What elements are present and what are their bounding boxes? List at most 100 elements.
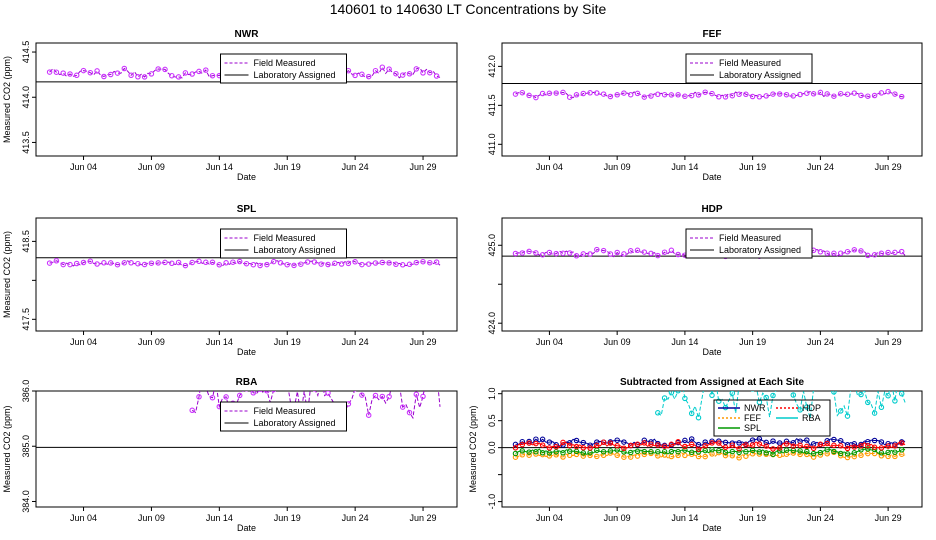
data-point bbox=[580, 450, 587, 456]
data-point bbox=[264, 261, 270, 268]
data-point bbox=[797, 448, 803, 454]
data-point bbox=[379, 64, 386, 70]
legend: Field Measured Laboratory Assigned bbox=[685, 53, 813, 84]
data-point bbox=[688, 436, 695, 442]
x-tick-label: Jun 04 bbox=[536, 337, 563, 347]
data-point bbox=[560, 89, 566, 96]
data-point bbox=[420, 258, 426, 265]
x-axis-label: Date bbox=[237, 172, 256, 182]
data-point bbox=[655, 410, 661, 416]
data-point bbox=[94, 261, 100, 267]
data-point bbox=[770, 446, 776, 452]
data-point bbox=[587, 90, 593, 96]
data-point bbox=[655, 252, 661, 259]
data-point bbox=[831, 391, 837, 395]
data-point bbox=[519, 250, 526, 256]
y-tick-label: 0.5 bbox=[487, 414, 497, 427]
x-tick-label: Jun 14 bbox=[206, 162, 233, 172]
x-tick-label: Jun 19 bbox=[739, 337, 766, 347]
data-point bbox=[600, 452, 607, 459]
data-point bbox=[661, 452, 668, 458]
x-tick-label: Jun 24 bbox=[807, 513, 834, 523]
x-tick-label: Jun 09 bbox=[138, 337, 165, 347]
data-point bbox=[560, 250, 566, 257]
data-point bbox=[141, 261, 148, 268]
data-point bbox=[420, 393, 426, 400]
x-axis-label: Date bbox=[702, 172, 721, 182]
data-point bbox=[885, 249, 891, 256]
data-point bbox=[393, 261, 399, 268]
data-point bbox=[824, 250, 830, 256]
data-point bbox=[553, 250, 559, 257]
data-point bbox=[770, 91, 776, 97]
data-point bbox=[203, 67, 209, 73]
data-point bbox=[413, 391, 420, 398]
data-point bbox=[386, 260, 392, 266]
data-point bbox=[804, 448, 810, 455]
data-point bbox=[587, 445, 593, 451]
data-point bbox=[885, 443, 891, 449]
data-point bbox=[539, 442, 546, 448]
data-point bbox=[675, 448, 681, 455]
data-point bbox=[46, 260, 53, 266]
data-point bbox=[736, 440, 742, 446]
legend-field-label: Field Measured bbox=[719, 58, 781, 68]
data-point bbox=[621, 90, 627, 96]
data-point bbox=[135, 260, 141, 267]
data-point bbox=[756, 441, 763, 447]
data-point bbox=[101, 73, 107, 80]
panel-fef: FEF Jun 04 Jun 09 Jun 14 Jun 19 Jun 24 Jun 29 D… bbox=[487, 29, 923, 182]
x-tick-label: Jun 24 bbox=[807, 337, 834, 347]
data-point bbox=[736, 91, 742, 98]
data-point bbox=[641, 249, 648, 255]
y-tick-label: 1.0 bbox=[487, 387, 497, 400]
data-point bbox=[607, 440, 614, 446]
data-point bbox=[743, 448, 749, 455]
series-line bbox=[657, 391, 906, 419]
data-point bbox=[311, 259, 318, 265]
x-tick-label: Jun 29 bbox=[410, 513, 437, 523]
data-point bbox=[291, 262, 297, 269]
data-point bbox=[566, 448, 573, 455]
data-point bbox=[573, 451, 580, 458]
legend: Field Measured Laboratory Assigned bbox=[220, 228, 347, 259]
data-point bbox=[756, 449, 763, 455]
panel-title: RBA bbox=[236, 377, 258, 388]
data-point bbox=[851, 90, 858, 96]
data-point bbox=[641, 451, 648, 458]
data-point bbox=[319, 376, 323, 380]
data-point bbox=[736, 449, 742, 456]
data-point bbox=[831, 250, 837, 257]
y-tick-label: 385.0 bbox=[21, 435, 31, 458]
data-point bbox=[512, 445, 519, 451]
data-point bbox=[892, 443, 898, 449]
data-point bbox=[587, 442, 593, 448]
data-point bbox=[413, 66, 420, 72]
data-point bbox=[675, 439, 681, 445]
plot-frame bbox=[501, 390, 923, 508]
legend-field-label: Field Measured bbox=[254, 58, 316, 68]
data-point bbox=[580, 453, 587, 459]
y-tick-label: 414.5 bbox=[21, 41, 31, 64]
data-point bbox=[668, 448, 675, 455]
data-point bbox=[512, 441, 519, 448]
data-point bbox=[621, 454, 627, 460]
plot-frame bbox=[501, 217, 923, 332]
data-point bbox=[614, 443, 620, 449]
x-tick-label: Jun 09 bbox=[138, 162, 165, 172]
data-point bbox=[155, 260, 161, 266]
data-point bbox=[810, 91, 817, 97]
data-point bbox=[148, 260, 155, 266]
data-point bbox=[80, 259, 87, 266]
data-point bbox=[182, 70, 189, 76]
data-point bbox=[817, 449, 824, 456]
data-point bbox=[223, 394, 229, 400]
data-point bbox=[682, 443, 688, 450]
data-point bbox=[607, 251, 614, 257]
series-spl bbox=[512, 446, 906, 458]
x-tick-label: Jun 09 bbox=[604, 162, 631, 172]
data-point bbox=[810, 454, 817, 460]
data-point bbox=[722, 444, 729, 451]
data-point bbox=[749, 447, 756, 454]
